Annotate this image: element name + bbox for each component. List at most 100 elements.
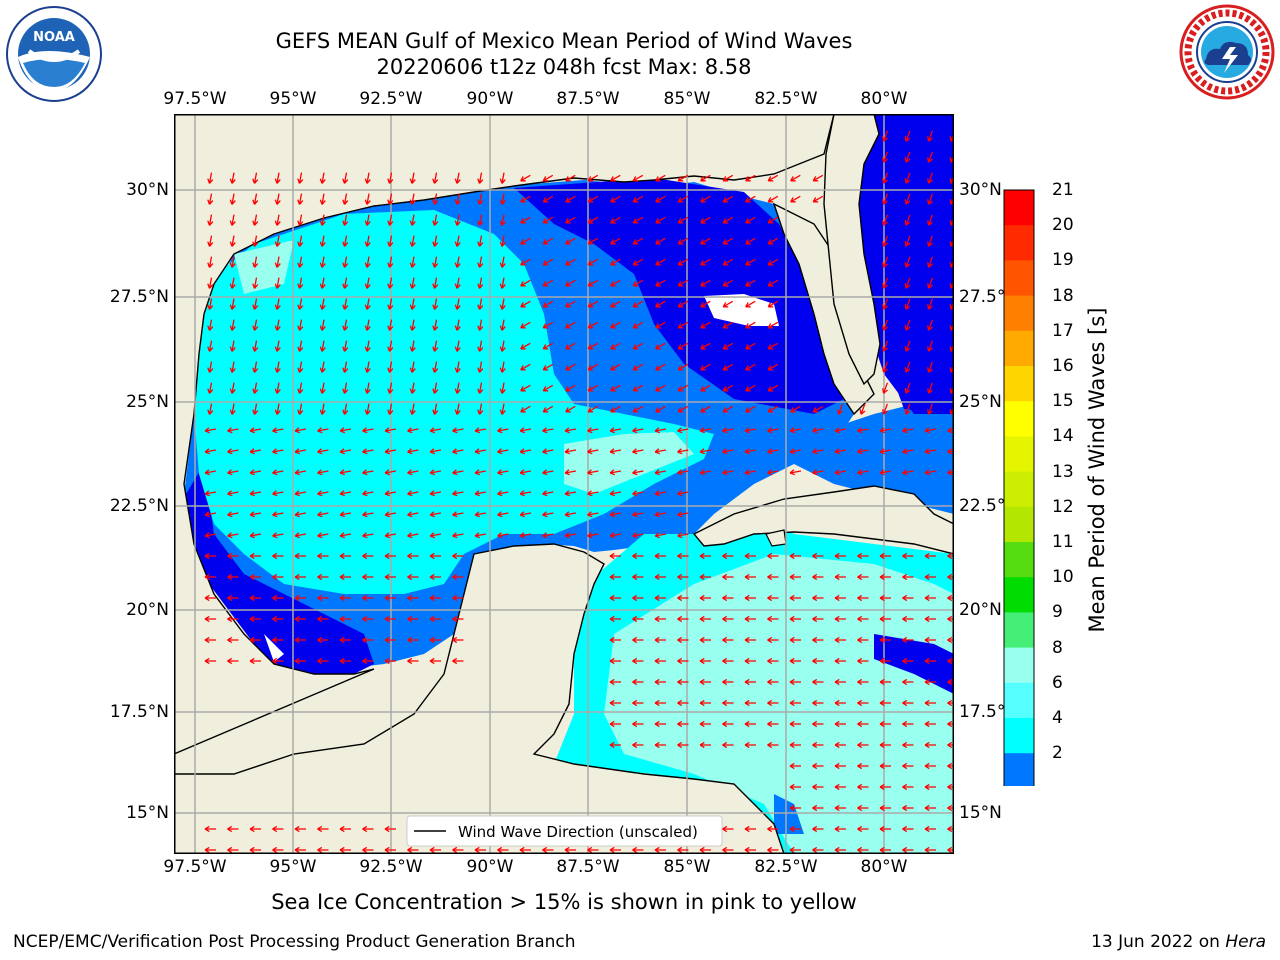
wind-wave-arrow <box>699 594 711 602</box>
wind-wave-arrow <box>902 678 914 686</box>
wind-wave-arrow <box>857 741 869 749</box>
lon-tick-top: 92.5°W <box>359 89 423 109</box>
wind-wave-arrow <box>519 427 532 434</box>
wind-wave-arrow <box>609 699 621 707</box>
wind-wave-arrow <box>564 490 577 497</box>
wind-wave-arrow <box>274 319 281 331</box>
wind-wave-arrow <box>274 361 281 373</box>
wind-wave-arrow <box>700 258 711 266</box>
wind-wave-arrow <box>477 382 484 394</box>
wind-wave-arrow <box>474 490 487 497</box>
wind-wave-arrow <box>927 130 934 142</box>
wind-wave-arrow <box>207 319 214 331</box>
wind-wave-arrow <box>924 448 937 455</box>
wind-wave-arrow <box>699 699 711 707</box>
wind-wave-arrow <box>432 319 439 331</box>
wind-wave-arrow <box>519 846 531 854</box>
wind-wave-arrow <box>610 195 621 203</box>
wind-wave-arrow <box>384 532 397 539</box>
wind-wave-arrow <box>364 361 371 373</box>
wind-wave-arrow <box>744 573 756 581</box>
gulf-water-light-cyan <box>564 432 694 494</box>
wind-wave-arrow <box>744 615 756 623</box>
wind-wave-arrow <box>252 277 259 289</box>
wind-wave-arrow <box>229 193 236 205</box>
colorbar-tick: 15 <box>1052 391 1074 412</box>
wind-wave-arrow <box>767 427 779 434</box>
wind-wave-arrow <box>632 678 644 686</box>
wind-wave-arrow <box>272 846 284 854</box>
wind-wave-arrow <box>477 235 484 247</box>
wind-wave-arrow <box>902 783 914 791</box>
wind-wave-arrow <box>654 741 666 749</box>
wind-wave-arrow <box>722 405 734 413</box>
wind-wave-arrow <box>745 279 756 287</box>
wind-wave-arrow <box>294 573 306 581</box>
wind-wave-arrow <box>632 405 644 413</box>
wind-wave-arrow <box>722 657 734 665</box>
wind-wave-arrow <box>744 594 756 602</box>
wind-wave-arrow <box>767 195 779 203</box>
wind-wave-arrow <box>204 469 217 476</box>
lon-tick-top: 87.5°W <box>556 89 620 109</box>
wind-wave-arrow <box>294 594 306 602</box>
wind-wave-arrow <box>542 405 554 413</box>
wind-wave-arrow <box>474 448 487 455</box>
wind-wave-arrow <box>297 277 304 289</box>
wind-wave-arrow <box>274 403 281 415</box>
wind-wave-arrow <box>654 636 666 644</box>
wind-wave-arrow <box>745 237 756 245</box>
wind-wave-arrow <box>924 427 937 434</box>
wind-wave-arrow <box>252 256 259 268</box>
wind-wave-arrow <box>339 448 352 455</box>
wind-wave-arrow <box>407 490 419 497</box>
wind-wave-arrow <box>294 511 307 518</box>
wind-wave-arrow <box>477 361 484 373</box>
deep-blue-sw <box>186 464 374 684</box>
wind-wave-arrow <box>699 427 712 434</box>
wind-wave-arrow <box>722 363 734 371</box>
wind-wave-arrow <box>387 214 394 226</box>
wind-wave-arrow <box>744 427 757 434</box>
wind-wave-arrow <box>722 258 734 266</box>
wind-wave-arrow <box>767 657 779 665</box>
wind-wave-arrow <box>632 573 644 581</box>
wind-wave-arrow <box>927 403 934 415</box>
wind-wave-arrow <box>677 448 689 455</box>
wind-wave-arrow <box>654 720 666 728</box>
wind-wave-arrow <box>229 319 236 331</box>
wind-wave-arrow <box>542 469 554 476</box>
wind-wave-arrow <box>294 448 307 455</box>
wind-wave-arrow <box>879 678 891 686</box>
noaa-logo: NOAA <box>6 6 102 102</box>
wind-wave-arrow <box>812 741 824 749</box>
wind-wave-arrow <box>812 657 824 665</box>
wind-wave-arrow <box>432 172 439 184</box>
wind-wave-arrow <box>722 825 734 833</box>
wind-wave-arrow <box>317 552 329 560</box>
wind-wave-arrow <box>409 277 416 289</box>
wind-wave-arrow <box>342 256 349 268</box>
wind-wave-arrow <box>834 804 846 812</box>
wind-wave-arrow <box>632 342 644 350</box>
wind-wave-arrow <box>249 573 261 581</box>
wind-wave-arrow <box>812 469 824 476</box>
wind-wave-arrow <box>384 636 396 644</box>
wind-wave-arrow <box>429 448 442 455</box>
wind-wave-arrow <box>879 762 891 770</box>
lat-tick-left: 30°N <box>126 180 169 200</box>
wind-wave-arrow <box>297 214 304 226</box>
wind-wave-arrow <box>632 174 644 182</box>
wind-wave-arrow <box>699 657 711 665</box>
svg-text:NOAA: NOAA <box>33 30 75 45</box>
wind-wave-arrow <box>655 237 666 245</box>
wind-wave-arrow <box>207 235 214 247</box>
wind-wave-arrow <box>632 258 644 266</box>
wind-wave-arrow <box>587 321 599 329</box>
wind-wave-arrow <box>812 594 824 602</box>
wind-wave-arrow <box>477 340 484 352</box>
wind-wave-arrow <box>587 532 599 539</box>
wind-wave-arrow <box>454 256 461 268</box>
wind-wave-arrow <box>722 216 734 224</box>
wind-wave-arrow <box>317 573 329 581</box>
